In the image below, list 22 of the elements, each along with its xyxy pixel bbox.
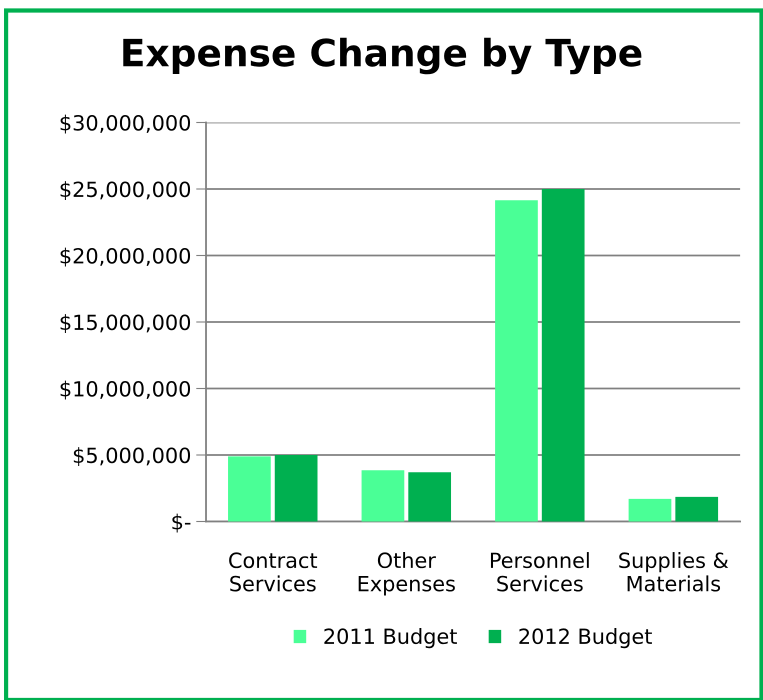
bar (228, 456, 271, 522)
y-tick-label: $10,000,000 (60, 380, 190, 400)
legend-label: 2011 Budget (324, 628, 457, 648)
x-tick-label: Contract Services (229, 552, 318, 592)
bar (542, 189, 585, 522)
y-tick-label: $20,000,000 (60, 248, 190, 266)
x-tick-label: Personnel Services (490, 552, 589, 592)
chart-title: Expense Change by Type (123, 38, 642, 74)
bar (408, 472, 452, 522)
bar (274, 455, 318, 522)
x-tick-label: Supplies & Materials (619, 552, 728, 592)
bar (628, 498, 672, 522)
bar (675, 496, 718, 522)
bar (362, 470, 404, 522)
y-tick-label: $30,000,000 (60, 114, 190, 134)
x-tick-label: Other Expenses (358, 552, 455, 596)
y-tick-label: $25,000,000 (60, 181, 190, 200)
y-tick-label: $5,000,000 (74, 447, 190, 466)
legend-label: 2012 Budget (519, 628, 652, 648)
y-tick-label: $15,000,000 (60, 314, 190, 333)
bar (495, 200, 538, 522)
y-tick-label: $- (172, 514, 190, 532)
